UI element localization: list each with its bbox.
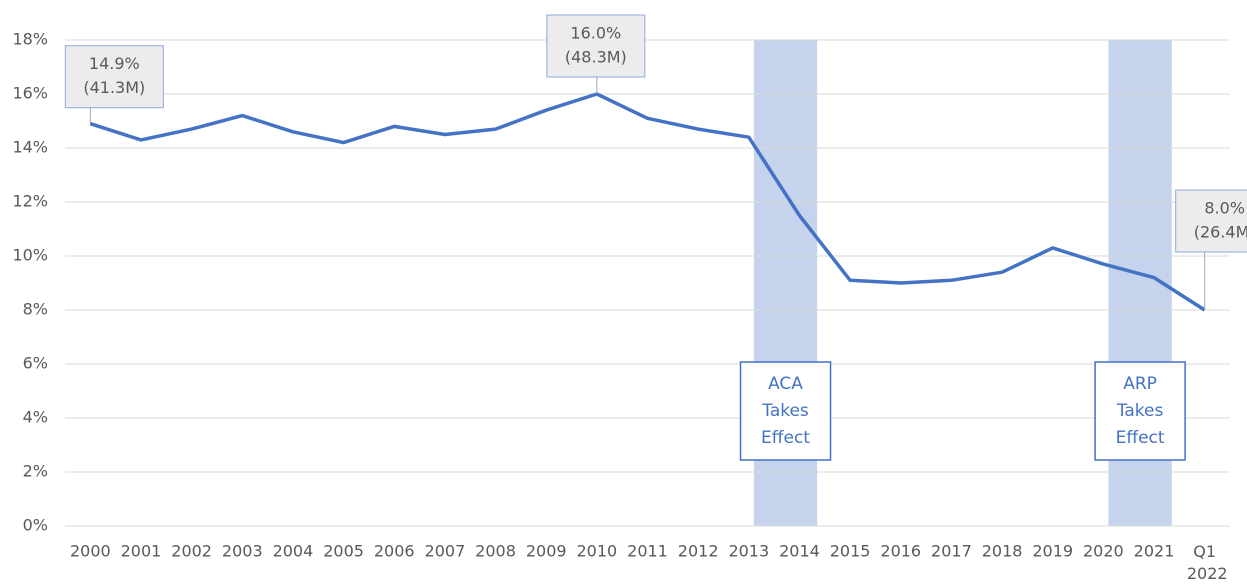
- x-tick-label: 2013: [728, 542, 769, 561]
- x-tick-label: 2017: [931, 542, 972, 561]
- y-tick-label: 0%: [23, 516, 48, 535]
- note-text: ARP: [1123, 374, 1157, 394]
- y-tick-label: 8%: [23, 300, 48, 319]
- period-note: ARP Takes Effect: [1094, 361, 1186, 461]
- callout: 8.0% (26.4M): [1175, 189, 1247, 310]
- note-text: Takes: [1116, 401, 1164, 421]
- x-tick-label: 2012: [678, 542, 719, 561]
- people-label: (48.3M): [565, 48, 627, 67]
- x-tick-label: 2014: [779, 542, 820, 561]
- x-tick-label: 2005: [323, 542, 364, 561]
- callout: 14.9% (41.3M): [64, 45, 164, 124]
- x-tick-label: 2018: [982, 542, 1023, 561]
- x-tick-label: 2003: [222, 542, 263, 561]
- note-box: [739, 361, 832, 461]
- period-note: ACA Takes Effect: [739, 361, 832, 461]
- y-tick-label: 12%: [12, 192, 48, 211]
- y-tick-label: 14%: [12, 138, 48, 157]
- y-tick-label: 2%: [23, 462, 48, 481]
- x-tick-label: 2016: [880, 542, 921, 561]
- x-tick-label: 2021: [1134, 542, 1175, 561]
- x-tick-label: 2007: [425, 542, 466, 561]
- y-tick-label: 18%: [12, 30, 48, 49]
- x-tick-label: 2006: [374, 542, 415, 561]
- x-tick-label: 2019: [1032, 542, 1073, 561]
- x-tick-label: 2020: [1083, 542, 1124, 561]
- x-tick-label: 2010: [576, 542, 617, 561]
- note-text: Takes: [761, 401, 809, 421]
- x-tick-label: 2004: [273, 542, 314, 561]
- value-label: 14.9%: [89, 54, 140, 73]
- note-text: Effect: [1116, 428, 1165, 448]
- note-box: [1094, 361, 1186, 461]
- callout-box: [546, 14, 646, 78]
- callout-box: [64, 45, 164, 109]
- note-text: Effect: [761, 428, 810, 448]
- callout: 16.0% (48.3M): [546, 14, 646, 94]
- x-tick-label: 2008: [475, 542, 516, 561]
- x-tick-label: Q1 2022: [1182, 542, 1228, 583]
- x-tick-label: 2015: [830, 542, 871, 561]
- y-tick-label: 4%: [23, 408, 48, 427]
- y-tick-label: 10%: [12, 246, 48, 265]
- y-tick-label: 6%: [23, 354, 48, 373]
- x-tick-label: 2009: [526, 542, 567, 561]
- callout-box: [1175, 189, 1247, 253]
- value-label: 16.0%: [570, 24, 621, 43]
- y-tick-label: 16%: [12, 84, 48, 103]
- people-label: (26.4M): [1194, 223, 1247, 242]
- x-tick-label: 2002: [171, 542, 212, 561]
- value-label: 8.0%: [1204, 199, 1245, 218]
- note-text: ACA: [768, 374, 803, 394]
- x-tick-label: 2011: [627, 542, 668, 561]
- people-label: (41.3M): [83, 78, 145, 97]
- line: [89, 92, 1206, 312]
- x-tick-label: 2000: [70, 542, 111, 561]
- x-tick-label: 2001: [121, 542, 162, 561]
